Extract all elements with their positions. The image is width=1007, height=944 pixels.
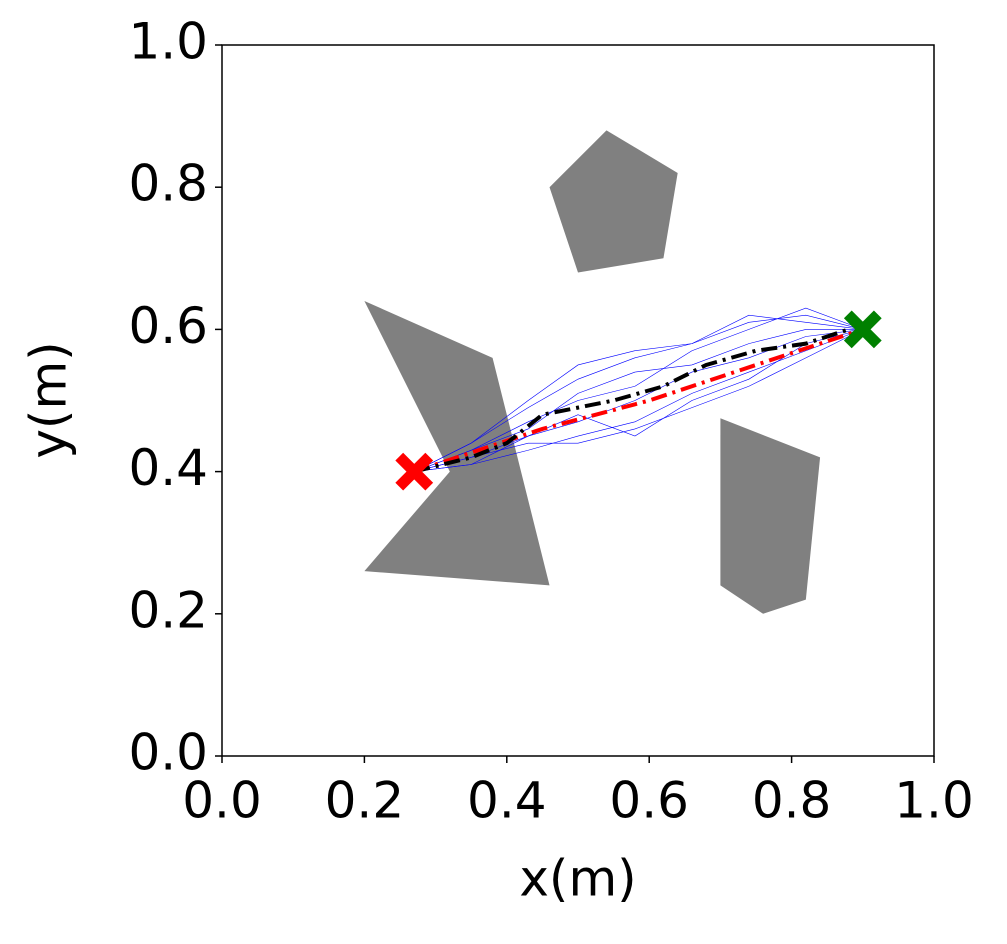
x-tick-label: 1.0 (894, 772, 974, 830)
trajectory (414, 314, 863, 472)
y-tick-label: 0.8 (128, 155, 208, 213)
trajectory (414, 314, 863, 472)
obstacle (720, 418, 821, 614)
path-line (413, 327, 850, 474)
y-tick-label: 0.4 (128, 439, 208, 497)
x-tick-label: 0.4 (467, 772, 547, 830)
y-tick-label: 1.0 (128, 13, 208, 71)
x-tick-label: 0.8 (752, 772, 832, 830)
obstacle (364, 300, 550, 586)
x-marker (395, 452, 434, 491)
trajectory (414, 329, 863, 472)
y-tick-label: 0.2 (128, 581, 208, 639)
trajectory (414, 329, 863, 472)
trajectory (414, 307, 863, 472)
trajectory (414, 329, 863, 472)
x-axis-label: x(m) (519, 850, 636, 908)
x-marker (843, 310, 882, 349)
axes-frame (221, 44, 935, 757)
y-tick-label: 0.6 (128, 297, 208, 355)
obstacle (549, 130, 678, 273)
path-line (413, 327, 864, 474)
x-tick-label: 0.6 (609, 772, 689, 830)
y-axis-label: y(m) (20, 341, 78, 458)
y-tick-label: 0.0 (128, 724, 208, 782)
x-tick-label: 0.0 (182, 772, 262, 830)
trajectory (414, 329, 863, 472)
trajectory (414, 329, 863, 472)
x-tick-label: 0.2 (325, 772, 405, 830)
